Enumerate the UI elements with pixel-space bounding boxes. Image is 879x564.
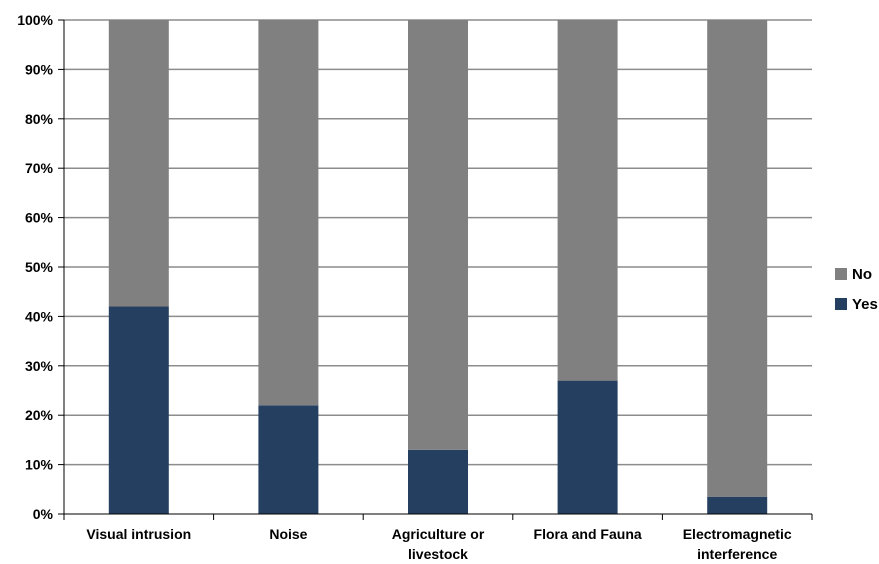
y-tick-label: 20% <box>25 407 54 423</box>
legend: No Yes <box>835 266 878 313</box>
x-category-label-line: Visual intrusion <box>86 526 191 542</box>
y-tick-label: 60% <box>25 210 54 226</box>
x-category-label: Flora and Fauna <box>534 526 642 542</box>
legend-label-no: No <box>852 266 872 283</box>
y-tick-label: 80% <box>25 111 54 127</box>
y-tick-label: 0% <box>33 506 54 522</box>
bar-yes-3 <box>557 380 618 514</box>
y-tick-label: 70% <box>25 160 54 176</box>
x-category-label-line: Agriculture or <box>392 526 485 542</box>
y-tick-label: 90% <box>25 61 54 77</box>
x-category-label-line: interference <box>697 546 777 562</box>
bars <box>108 20 768 514</box>
y-tick-label: 40% <box>25 308 54 324</box>
bar-no-2 <box>408 20 468 450</box>
bar-no-3 <box>557 20 618 381</box>
bar-yes-1 <box>258 405 319 514</box>
legend-label-yes: Yes <box>852 296 878 313</box>
y-tick-label: 30% <box>25 358 54 374</box>
bar-yes-0 <box>108 306 169 514</box>
x-category-label-line: Electromagnetic <box>683 526 792 542</box>
y-tick-label: 10% <box>25 457 54 473</box>
x-category-labels: Visual intrusion Noise Agriculture or lives… <box>86 526 791 562</box>
x-category-label: Noise <box>269 526 307 542</box>
x-category-label: Visual intrusion <box>86 526 191 542</box>
axes <box>58 19 813 520</box>
y-tick-labels: 0% 10% 20% 30% 40% 50% 60% 70% 80% 90% 100% <box>17 12 53 522</box>
bar-no-0 <box>108 20 169 307</box>
bar-no-1 <box>258 20 319 406</box>
y-tick-label: 100% <box>17 12 53 28</box>
x-category-label: Agriculture or livestock <box>392 526 485 562</box>
x-category-label-line: Flora and Fauna <box>534 526 642 542</box>
bar-yes-2 <box>408 449 468 514</box>
legend-swatch-yes <box>835 298 847 310</box>
x-category-label-line: livestock <box>408 546 468 562</box>
x-category-label: Electromagnetic interference <box>683 526 792 562</box>
legend-swatch-no <box>835 268 847 280</box>
bar-yes-4 <box>707 496 768 514</box>
y-tick-label: 50% <box>25 259 54 275</box>
x-category-label-line: Noise <box>269 526 307 542</box>
bar-no-4 <box>707 20 768 497</box>
